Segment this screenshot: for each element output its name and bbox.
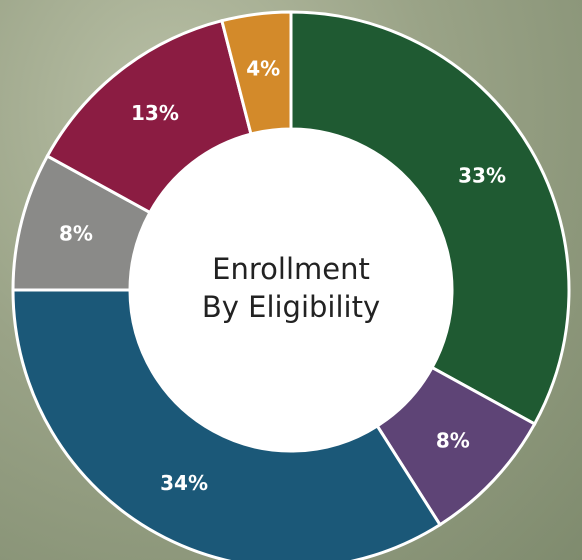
donut-slice bbox=[289, 10, 571, 426]
donut-hole bbox=[130, 129, 452, 451]
data-label: 8% bbox=[436, 428, 470, 452]
data-label: 13% bbox=[131, 101, 179, 125]
data-label: 4% bbox=[246, 56, 280, 80]
chart-title: Enrollment By Eligibility bbox=[201, 252, 381, 324]
data-label: 33% bbox=[458, 163, 506, 187]
donut-slice bbox=[11, 288, 443, 560]
data-label: 8% bbox=[59, 221, 93, 245]
donut-slice bbox=[220, 10, 293, 136]
data-label: 34% bbox=[160, 471, 208, 495]
